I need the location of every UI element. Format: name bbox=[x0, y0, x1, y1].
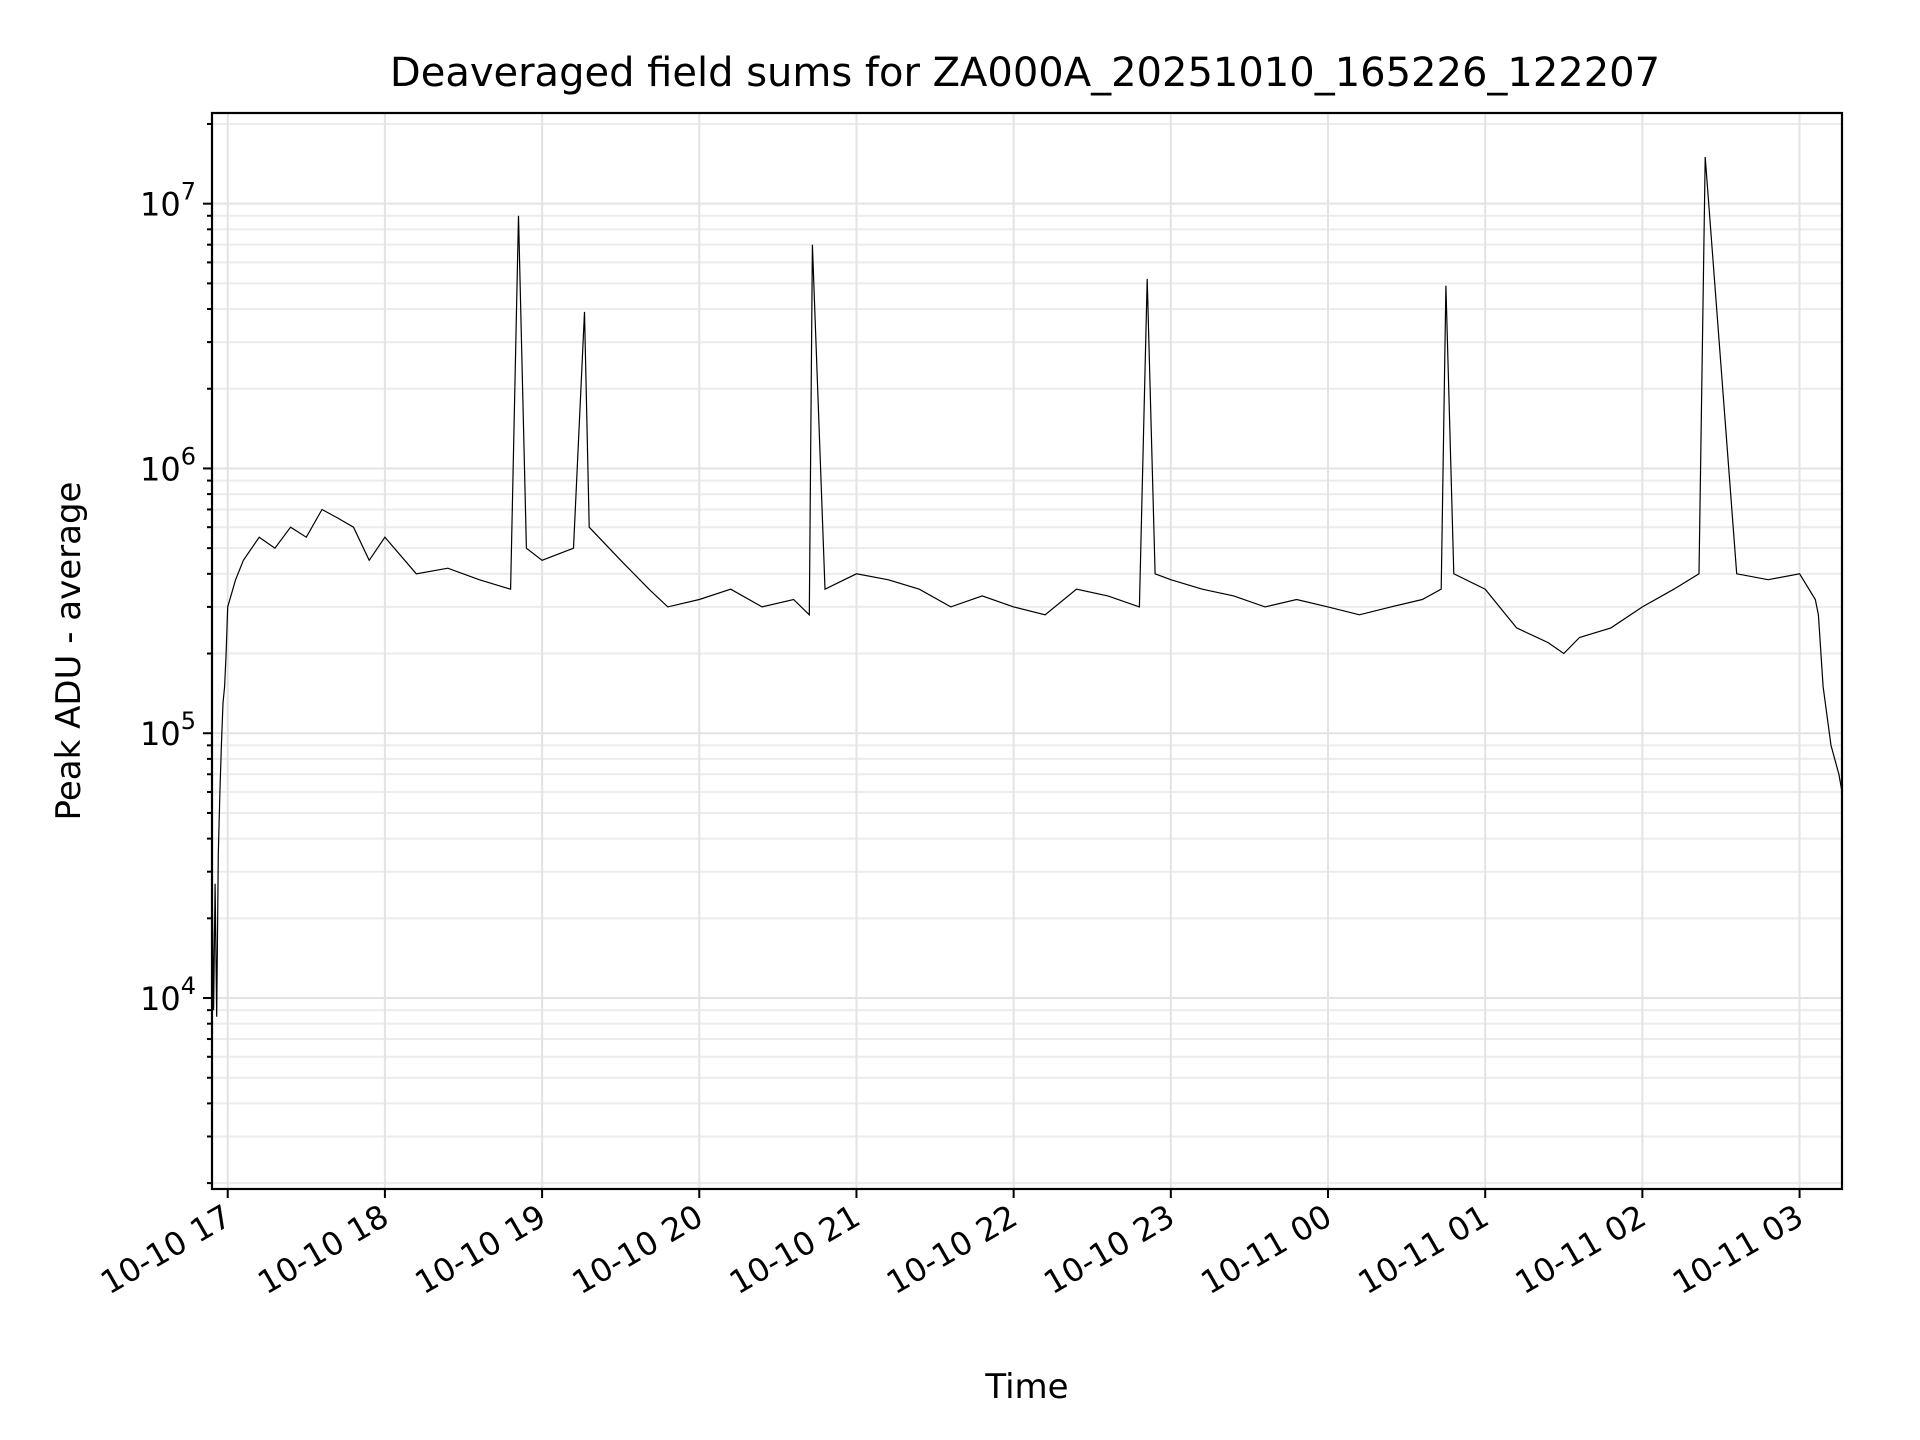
y-tick-label: 105 bbox=[140, 707, 196, 753]
x-axis-label: Time bbox=[984, 1367, 1068, 1407]
series-layer bbox=[211, 156, 1843, 1017]
grid bbox=[212, 113, 1842, 1189]
y-tick-label: 107 bbox=[140, 178, 196, 224]
y-tick-label: 104 bbox=[140, 972, 196, 1018]
chart-title: Deaveraged field sums for ZA000A_2025101… bbox=[390, 50, 1660, 96]
series-line bbox=[211, 156, 1843, 1017]
y-axis-label: Peak ADU - average bbox=[49, 482, 89, 821]
y-tick-label: 106 bbox=[140, 442, 196, 488]
plot-frame bbox=[210, 111, 1844, 1191]
y-axis: 104 105 106 107 bbox=[140, 122, 212, 1185]
